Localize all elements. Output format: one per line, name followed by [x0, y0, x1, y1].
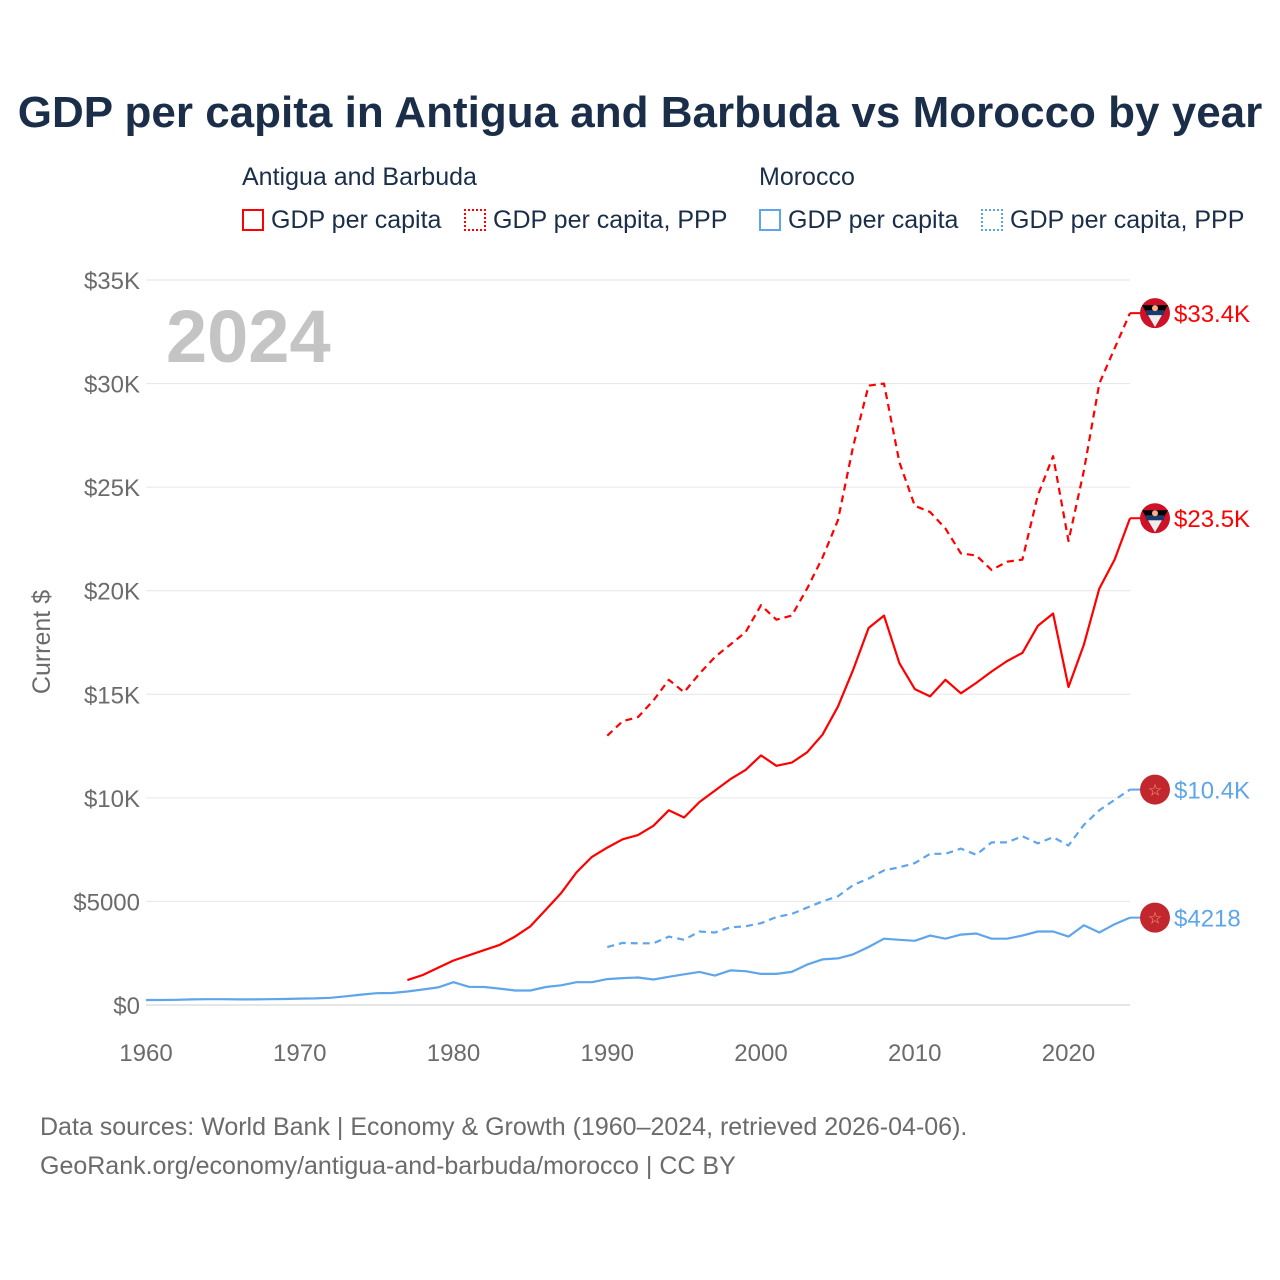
sources-note: Data sources: World Bank | Economy & Gro… [40, 1108, 967, 1186]
flag-sun [1152, 305, 1158, 312]
legend-swatch-dotted [981, 209, 1003, 231]
x-tick-label: 1960 [119, 1040, 172, 1067]
legend-group-antigua: Antigua and Barbuda [242, 163, 477, 191]
legend-group-morocco: Morocco [759, 163, 855, 191]
y-tick-label: $25K [84, 475, 140, 502]
legend-swatch-solid [242, 209, 264, 231]
x-tick-label: 1970 [273, 1040, 326, 1067]
y-tick-label: $30K [84, 372, 140, 399]
legend-antigua-ppp[interactable]: GDP per capita, PPP [464, 206, 727, 235]
chart-title: GDP per capita in Antigua and Barbuda vs… [17, 88, 1263, 137]
y-tick-label: $15K [84, 682, 140, 709]
y-axis-label: Current $ [28, 590, 56, 694]
flag-star: ☆ [1148, 911, 1162, 928]
sources-link[interactable]: GeoRank.org/economy/antigua-and-barbuda/… [40, 1152, 736, 1180]
legend-swatch-dotted [464, 209, 486, 231]
sources-line: Data sources: World Bank | Economy & Gro… [40, 1113, 968, 1141]
year-watermark: 2024 [166, 295, 331, 378]
morocco-flag-icon [1140, 774, 1170, 805]
end-value-label: $10.4K [1174, 778, 1250, 805]
y-tick-label: $5000 [73, 889, 140, 916]
legend-morocco-gdp[interactable]: GDP per capita [759, 206, 958, 235]
end-value-label: $33.4K [1174, 301, 1250, 328]
legend-morocco-ppp[interactable]: GDP per capita, PPP [981, 206, 1244, 235]
y-tick-label: $0 [113, 993, 140, 1020]
flag-white [1148, 315, 1162, 328]
y-tick-label: $35K [84, 268, 140, 295]
end-value-label: $23.5K [1174, 506, 1250, 533]
legend-label: GDP per capita, PPP [493, 206, 728, 234]
flag-star: ☆ [1148, 783, 1162, 800]
legend-label: GDP per capita, PPP [1010, 206, 1245, 234]
series-line-0 [407, 517, 1132, 982]
legend-label: GDP per capita [788, 206, 959, 234]
series-line-1 [606, 312, 1132, 737]
x-tick-label: 2010 [888, 1040, 941, 1067]
y-tick-label: $10K [84, 786, 140, 813]
flag-white [1148, 520, 1162, 533]
series-line-2 [146, 916, 1131, 1002]
series-line-3 [607, 788, 1131, 949]
end-value-label: $4218 [1174, 906, 1241, 933]
morocco-flag-icon [1140, 902, 1170, 933]
legend-label: GDP per capita [271, 206, 442, 234]
legend-swatch-solid [759, 209, 781, 231]
legend-antigua-gdp[interactable]: GDP per capita [242, 206, 441, 235]
y-tick-label: $20K [84, 579, 140, 606]
flag-band [1146, 310, 1164, 316]
x-tick-label: 1980 [427, 1040, 480, 1067]
x-tick-label: 2020 [1042, 1040, 1095, 1067]
x-tick-label: 1990 [581, 1040, 634, 1067]
flag-band [1146, 515, 1164, 521]
x-tick-label: 2000 [734, 1040, 787, 1067]
flag-sun [1152, 510, 1158, 517]
